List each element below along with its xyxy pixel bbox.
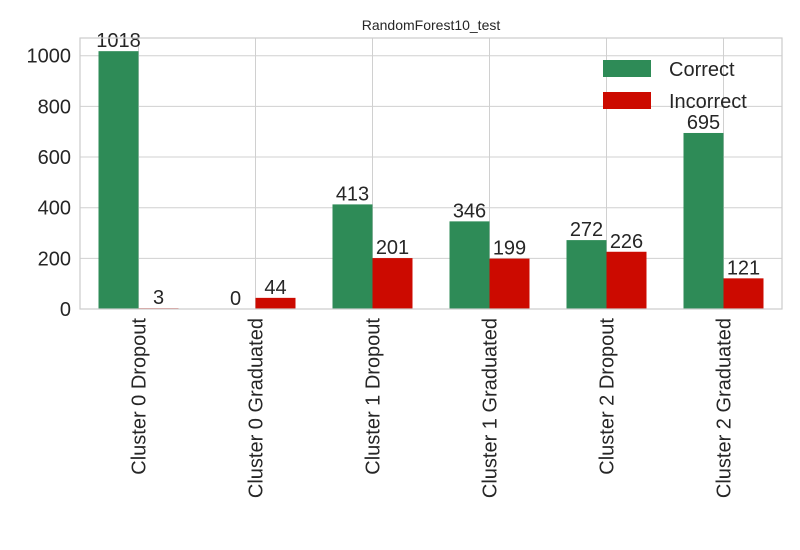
bar-value-label: 1018 bbox=[96, 30, 141, 52]
legend: Correct Incorrect bbox=[603, 59, 747, 113]
x-tick-label: Cluster 0 Graduated bbox=[246, 318, 268, 498]
bar-value-label: 346 bbox=[453, 200, 486, 222]
bar-incorrect bbox=[489, 258, 530, 309]
bar-value-label: 272 bbox=[570, 219, 603, 241]
bar-incorrect bbox=[606, 251, 647, 309]
bar-correct bbox=[332, 204, 373, 309]
x-tick-label: Cluster 2 Graduated bbox=[714, 318, 736, 498]
legend-label-correct: Correct bbox=[669, 59, 735, 81]
bar-correct bbox=[449, 221, 490, 309]
y-tick-label: 600 bbox=[38, 147, 71, 169]
chart-title: RandomForest10_test bbox=[362, 17, 501, 33]
bar-value-label: 0 bbox=[230, 288, 241, 310]
bar-incorrect bbox=[372, 258, 413, 309]
data-labels: 1018 0 413 346 272 695 3 44 201 199 226 121 bbox=[96, 30, 760, 310]
bar-value-label: 3 bbox=[153, 287, 164, 309]
bar-value-label: 413 bbox=[336, 183, 369, 205]
bar-value-label: 226 bbox=[610, 231, 643, 253]
bar-correct bbox=[683, 132, 724, 309]
legend-swatch-correct bbox=[603, 60, 651, 77]
plot-frame bbox=[79, 37, 783, 310]
axes: 0 200 400 600 800 1000 Cluster 0 Dropout Cluste… bbox=[27, 37, 783, 498]
y-tick-label: 800 bbox=[38, 96, 71, 118]
bar-value-label: 201 bbox=[376, 237, 409, 259]
bar-value-label: 121 bbox=[727, 257, 760, 279]
bar-correct bbox=[98, 51, 139, 309]
bar-value-label: 695 bbox=[687, 112, 720, 134]
bar-incorrect bbox=[723, 278, 764, 309]
bar-value-label: 199 bbox=[493, 238, 526, 260]
legend-label-incorrect: Incorrect bbox=[669, 91, 747, 113]
y-tick-label: 400 bbox=[38, 198, 71, 220]
bar-incorrect bbox=[255, 297, 296, 309]
bar-correct bbox=[566, 240, 607, 309]
x-tick-label: Cluster 1 Graduated bbox=[480, 318, 502, 498]
legend-swatch-incorrect bbox=[603, 92, 651, 109]
y-tick-label: 200 bbox=[38, 248, 71, 270]
x-tick-label: Cluster 0 Dropout bbox=[129, 318, 151, 475]
y-tick-label: 1000 bbox=[27, 46, 72, 68]
y-tick-label: 0 bbox=[60, 299, 71, 321]
bar-value-label: 44 bbox=[264, 277, 286, 299]
x-tick-label: Cluster 2 Dropout bbox=[597, 318, 619, 475]
bars bbox=[98, 51, 764, 309]
x-tick-label: Cluster 1 Dropout bbox=[363, 318, 385, 475]
